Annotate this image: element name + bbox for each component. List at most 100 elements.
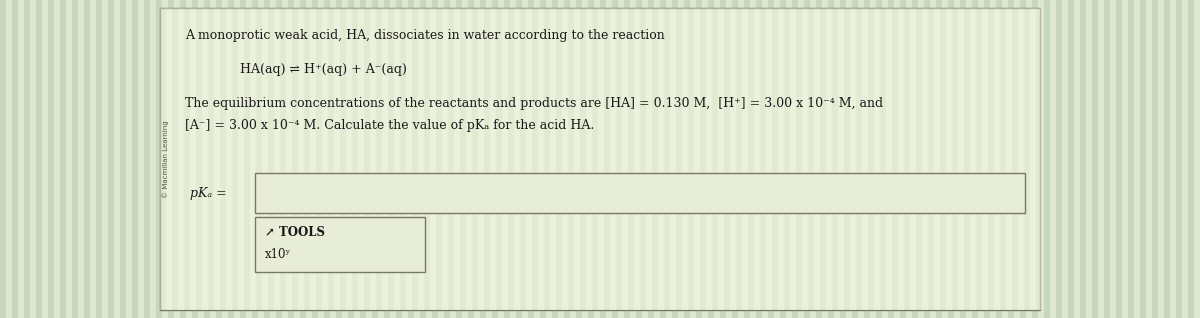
Bar <box>418 8 424 310</box>
Bar <box>210 0 216 318</box>
Bar <box>696 0 702 318</box>
Bar <box>282 0 288 318</box>
Bar <box>852 0 858 318</box>
Bar <box>1002 0 1008 318</box>
Text: A monoprotic weak acid, HA, dissociates in water according to the reaction: A monoprotic weak acid, HA, dissociates … <box>185 30 665 43</box>
Bar <box>532 8 538 310</box>
Bar <box>144 0 150 318</box>
Bar <box>796 8 802 310</box>
Bar <box>516 0 522 318</box>
Bar <box>562 8 568 310</box>
Bar <box>1188 0 1194 318</box>
Bar <box>678 0 684 318</box>
Bar <box>1032 0 1038 318</box>
Bar <box>328 8 334 310</box>
Bar <box>816 0 822 318</box>
Bar <box>658 8 664 310</box>
Bar <box>882 0 888 318</box>
Bar <box>1116 0 1122 318</box>
Bar <box>354 0 360 318</box>
Bar <box>444 0 450 318</box>
Bar <box>898 8 904 310</box>
Bar <box>606 0 612 318</box>
Bar <box>348 0 354 318</box>
Bar <box>312 0 318 318</box>
Bar <box>748 8 754 310</box>
Bar <box>972 0 978 318</box>
Bar <box>990 0 996 318</box>
Bar <box>934 8 940 310</box>
Bar <box>432 0 438 318</box>
Bar <box>454 8 460 310</box>
Bar <box>1104 0 1110 318</box>
Bar <box>138 0 144 318</box>
Bar <box>540 0 546 318</box>
Bar <box>580 8 586 310</box>
Bar <box>720 0 726 318</box>
Bar <box>1068 0 1074 318</box>
Bar <box>684 0 690 318</box>
Bar <box>468 0 474 318</box>
Bar <box>120 0 126 318</box>
Bar <box>762 0 768 318</box>
Bar <box>430 8 436 310</box>
Bar <box>1092 0 1098 318</box>
Bar <box>60 0 66 318</box>
Bar <box>96 0 102 318</box>
Bar <box>822 0 828 318</box>
Bar <box>222 0 228 318</box>
Bar <box>730 8 736 310</box>
Bar <box>318 0 324 318</box>
Bar <box>942 0 948 318</box>
Bar <box>390 0 396 318</box>
Bar <box>196 8 202 310</box>
Bar <box>490 8 496 310</box>
Bar <box>964 8 970 310</box>
Bar <box>642 0 648 318</box>
Bar <box>1014 0 1020 318</box>
Bar <box>504 0 510 318</box>
Bar <box>850 8 856 310</box>
Bar <box>202 8 208 310</box>
Bar <box>496 8 502 310</box>
Bar <box>174 0 180 318</box>
Bar <box>1122 0 1128 318</box>
Bar <box>322 8 328 310</box>
Bar <box>844 8 850 310</box>
Bar <box>274 8 280 310</box>
Bar <box>960 0 966 318</box>
Bar <box>564 0 570 318</box>
Bar <box>190 8 196 310</box>
Bar <box>376 8 382 310</box>
Bar <box>90 0 96 318</box>
Bar <box>868 8 874 310</box>
Bar <box>774 0 780 318</box>
Bar <box>1012 8 1018 310</box>
Text: ↗ TOOLS: ↗ TOOLS <box>265 226 325 239</box>
Bar <box>958 8 964 310</box>
Bar <box>976 8 982 310</box>
Bar <box>664 8 670 310</box>
Bar <box>1080 0 1086 318</box>
Bar <box>184 8 190 310</box>
Bar <box>36 0 42 318</box>
Bar <box>928 8 934 310</box>
Bar <box>604 8 610 310</box>
Bar <box>486 0 492 318</box>
Bar <box>514 8 520 310</box>
Bar <box>682 8 688 310</box>
Bar <box>864 0 870 318</box>
Bar <box>630 0 636 318</box>
Bar <box>954 0 960 318</box>
Bar <box>880 8 886 310</box>
Bar <box>442 8 448 310</box>
Bar <box>724 8 730 310</box>
Bar <box>924 0 930 318</box>
Bar <box>420 0 426 318</box>
Bar <box>178 8 184 310</box>
Bar <box>616 8 622 310</box>
Bar <box>1038 0 1044 318</box>
Bar <box>478 8 484 310</box>
Bar <box>570 0 576 318</box>
Bar <box>1018 8 1024 310</box>
